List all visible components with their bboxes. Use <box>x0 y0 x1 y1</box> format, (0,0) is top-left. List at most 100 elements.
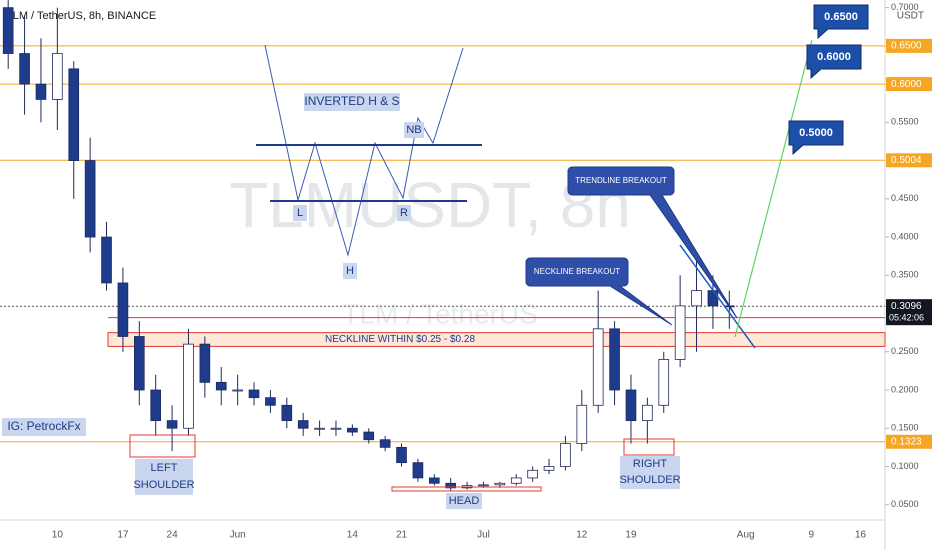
candle-body <box>166 420 178 429</box>
target-box <box>788 120 844 156</box>
right-label-box <box>397 205 411 221</box>
y-tick-label: 0.4000 <box>891 231 919 241</box>
left-label: L <box>297 207 303 219</box>
candle-body <box>609 328 620 391</box>
left-label-box <box>293 205 307 221</box>
neckline-zone-label: NECKLINE WITHIN $0.25 - $0.28 <box>325 334 475 345</box>
y-tick-label: 0.1000 <box>891 461 919 471</box>
head-zone-label-box <box>446 493 482 509</box>
author-label: IG: PetrockFx <box>7 419 80 433</box>
candle-body <box>183 343 194 429</box>
level-tag-label: 0.6500 <box>891 41 922 52</box>
candle-body <box>265 397 276 406</box>
candle-body <box>297 420 309 429</box>
candle-body <box>199 343 211 383</box>
right-shoulder-bg <box>620 456 680 489</box>
watermark: TLMUSDT, 8h <box>229 169 631 241</box>
candle-body <box>379 439 391 448</box>
candle-body <box>281 404 293 421</box>
y-tick-label: 0.3500 <box>891 270 919 280</box>
right-shoulder-box <box>623 438 675 456</box>
left-shoulder-label: LEFT <box>151 462 178 474</box>
x-tick-label: 10 <box>52 530 64 541</box>
candle-body <box>543 466 555 471</box>
candle-body <box>330 427 342 430</box>
level-tag-label: 0.6000 <box>891 79 922 90</box>
y-tick-label: 0.0500 <box>891 499 919 509</box>
chart-title: TLM / TetherUS, 8h, BINANCE <box>6 10 156 22</box>
candle-body <box>396 446 407 464</box>
candle-body <box>445 482 457 489</box>
level-tag <box>886 153 932 168</box>
candle-body <box>428 477 440 484</box>
candle-body <box>494 482 506 486</box>
candle-body <box>412 462 424 479</box>
target-label: 0.5000 <box>799 127 833 139</box>
last-price-tag <box>886 299 932 326</box>
y-tick-label: 0.2500 <box>891 346 919 356</box>
candle-body <box>84 160 96 238</box>
candle-body <box>625 389 637 421</box>
candle-body <box>248 389 260 399</box>
target-box <box>813 4 869 40</box>
projection-line <box>734 39 813 338</box>
candle-body <box>68 68 80 161</box>
head-box <box>391 486 542 492</box>
candle-body <box>35 83 47 100</box>
candle-body <box>560 443 571 467</box>
x-tick-label: 12 <box>576 530 588 541</box>
head-label: H <box>346 265 354 277</box>
x-tick-label: Aug <box>737 530 755 541</box>
y-tick-label: 0.5500 <box>891 117 919 127</box>
candle-body <box>658 359 670 406</box>
target-label: 0.6500 <box>824 11 858 23</box>
currency: USDT <box>897 11 924 22</box>
candle-body <box>314 427 325 430</box>
level-tag <box>886 434 932 449</box>
neckline-callout-label: NECKLINE BREAKOUT <box>534 267 620 276</box>
left-shoulder-box <box>129 434 196 458</box>
candle-body <box>527 469 538 479</box>
candle-body <box>691 290 702 307</box>
x-tick-label: 14 <box>347 530 359 541</box>
x-tick-label: 9 <box>808 530 814 541</box>
head-label-box <box>343 263 357 279</box>
candle-body <box>347 427 358 433</box>
trendline-callout-label: TRENDLINE BREAKOUT <box>575 176 667 185</box>
candle-body <box>19 53 30 85</box>
target-label: 0.6000 <box>817 51 851 63</box>
trendline <box>679 244 756 349</box>
nb-label-box <box>404 122 424 138</box>
x-tick-label: Jul <box>477 530 490 541</box>
trendline-callout <box>567 166 738 319</box>
last-price-label: 0.3096 <box>891 301 922 312</box>
candle-body <box>576 404 588 444</box>
candle-body <box>2 7 14 54</box>
candle-body <box>150 389 162 421</box>
candle-body <box>510 477 522 484</box>
x-tick-label: 19 <box>625 530 637 541</box>
candle-body <box>674 305 686 360</box>
x-tick-label: 21 <box>396 530 408 541</box>
countdown: 05:42:06 <box>889 313 924 323</box>
neckline-callout <box>525 257 673 326</box>
candle-body <box>363 431 375 441</box>
candle-body <box>133 336 145 391</box>
author-label-box <box>2 418 86 436</box>
right-shoulder-label: RIGHT <box>633 458 668 470</box>
head-zone-label: HEAD <box>449 495 480 507</box>
level-tag <box>886 38 932 53</box>
pattern-label-box <box>304 93 400 111</box>
candle-body <box>52 53 63 100</box>
pattern-zigzag <box>264 44 464 257</box>
right-shoulder-label: SHOULDER <box>619 474 680 486</box>
x-tick-label: 17 <box>117 530 129 541</box>
level-tag <box>886 77 932 92</box>
level-tag-label: 0.5004 <box>891 155 922 166</box>
nb-label: NB <box>406 124 421 136</box>
left-shoulder-bg <box>135 459 193 495</box>
y-tick-label: 0.1500 <box>891 423 919 433</box>
watermark-subtitle: TLM / TetherUS <box>342 298 538 329</box>
